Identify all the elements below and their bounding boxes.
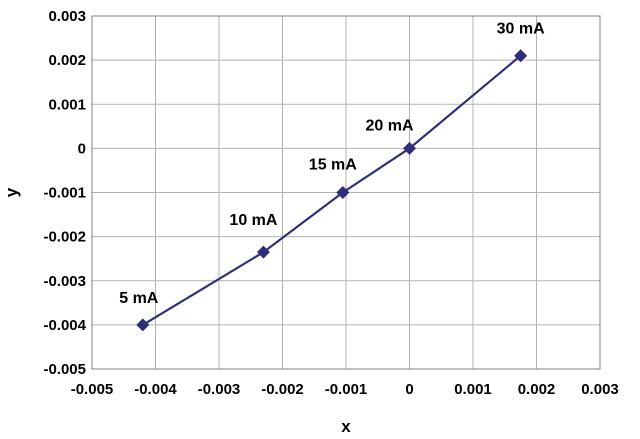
data-label: 5 mA [119,290,159,307]
x-tick-labels: -0.005 -0.004 -0.003 -0.002 -0.001 0 0.001 0.00… [71,381,619,398]
x-tick-label: 0.001 [454,381,492,398]
y-tick-label: 0 [78,140,86,157]
data-labels: 5 mA 10 mA 15 mA 20 mA 30 mA [119,21,545,307]
x-tick-label: 0.003 [581,381,619,398]
x-tick-label: -0.004 [134,381,177,398]
data-label: 30 mA [497,21,545,38]
x-tick-label: -0.003 [198,381,241,398]
series-line [142,54,522,326]
x-tick-label: -0.005 [71,381,114,398]
y-tick-label: -0.001 [43,185,86,202]
plot-area [91,15,601,370]
data-point [256,245,270,259]
y-tick-labels: 0.003 0.002 0.001 0 -0.001 -0.002 -0.003 -0.004… [43,8,86,378]
x-tick-label: -0.002 [261,381,304,398]
x-tick-label: -0.001 [325,381,368,398]
data-point [514,49,528,63]
y-tick-label: 0.001 [48,96,86,113]
y-tick-label: 0.002 [48,52,86,69]
x-axis-title: x [341,417,351,436]
data-label: 15 mA [309,157,357,174]
data-point [136,318,150,332]
y-axis-title: y [2,187,21,197]
data-point [336,186,350,199]
data-label: 20 mA [365,117,413,134]
x-tick-label: 0 [405,381,413,398]
data-point [403,141,416,155]
y-tick-label: 0.003 [48,8,86,25]
data-label: 10 mA [229,212,277,229]
y-tick-label: -0.004 [43,317,86,334]
y-tick-label: -0.005 [43,361,86,378]
y-tick-label: -0.003 [43,273,86,290]
data-markers [136,49,528,332]
x-tick-label: 0.002 [518,381,556,398]
y-tick-label: -0.002 [43,229,86,246]
